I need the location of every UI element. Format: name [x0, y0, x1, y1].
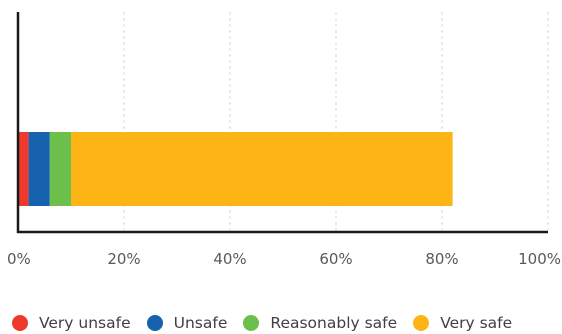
legend-item: Reasonably safe [243, 314, 397, 332]
gridlines [123, 12, 549, 232]
legend-label: Unsafe [173, 314, 228, 332]
bars [18, 132, 453, 206]
bar-segment-very-safe [71, 132, 453, 206]
legend: Very unsafe Unsafe Reasonably safe Very saf… [12, 314, 512, 332]
x-tick-label: 60% [319, 250, 352, 268]
x-tick-label: 0% [7, 250, 31, 268]
legend-label: Very unsafe [39, 314, 131, 332]
legend-swatch-icon [12, 315, 28, 331]
x-tick-label: 100% [518, 250, 561, 268]
x-axis-ticks: 0% 20% 40% 60% 80% 100% [7, 250, 561, 268]
x-tick-label: 80% [425, 250, 458, 268]
bar-segment-unsafe [28, 132, 50, 206]
legend-swatch-icon [413, 315, 430, 331]
legend-item: Very safe [413, 314, 512, 332]
legend-swatch-icon [146, 315, 163, 331]
legend-swatch-icon [243, 315, 260, 331]
x-tick-label: 20% [107, 250, 140, 268]
legend-label: Very safe [440, 314, 513, 332]
legend-label: Reasonably safe [270, 314, 398, 332]
legend-item: Unsafe [146, 314, 228, 332]
bar-segment-reasonably-safe [49, 132, 71, 206]
bar-segment-very-unsafe [18, 132, 29, 206]
x-tick-label: 40% [213, 250, 246, 268]
legend-item: Very unsafe [12, 314, 131, 332]
